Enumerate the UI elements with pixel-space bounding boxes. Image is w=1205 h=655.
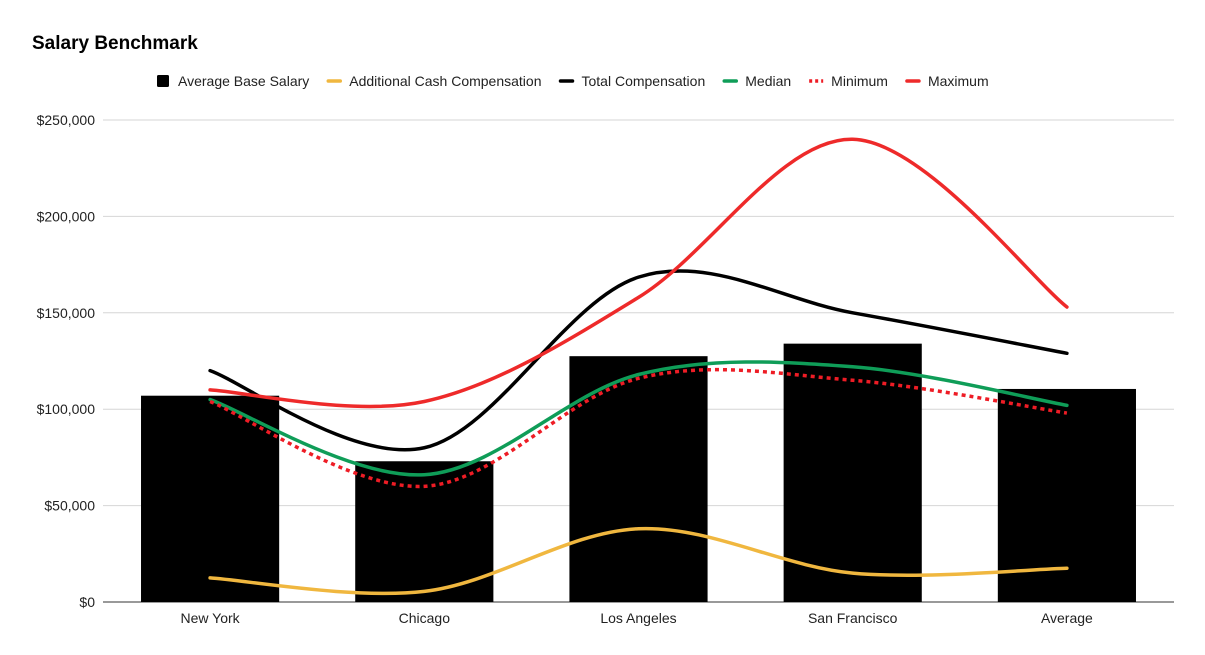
line-minimum [209,367,1068,489]
legend-label-additional-cash-compensation: Additional Cash Compensation [349,73,541,89]
y-tick-label: $250,000 [37,112,96,128]
legend-swatch-average-base-salary [157,75,169,87]
x-tick-label: Los Angeles [600,610,676,626]
bar-average [997,388,1136,602]
x-axis: New York Chicago Los Angeles San Francisco A… [181,610,1094,626]
x-tick-label: New York [181,610,241,626]
legend-label-median: Median [745,73,791,89]
line-median [208,360,1069,477]
legend: Average Base Salary Additional Cash Compe… [157,73,989,89]
y-tick-label: $50,000 [44,498,95,514]
y-tick-label: $0 [79,594,95,610]
bar-new-york [141,395,280,602]
x-tick-label: San Francisco [808,610,898,626]
line-series [208,137,1069,596]
legend-label-average-base-salary: Average Base Salary [178,73,309,89]
y-tick-label: $200,000 [37,208,96,224]
legend-label-total-compensation: Total Compensation [582,73,706,89]
line-additional-cash-compensation [208,526,1069,596]
chart-title: Salary Benchmark [32,33,198,54]
legend-label-maximum: Maximum [928,73,989,89]
line-total-compensation [208,269,1069,452]
line-maximum [208,137,1069,409]
bar-series [141,343,1136,602]
legend-label-minimum: Minimum [831,73,888,89]
y-tick-label: $150,000 [37,305,96,321]
x-tick-label: Average [1041,610,1093,626]
x-tick-label: Chicago [399,610,451,626]
y-tick-label: $100,000 [37,401,96,417]
